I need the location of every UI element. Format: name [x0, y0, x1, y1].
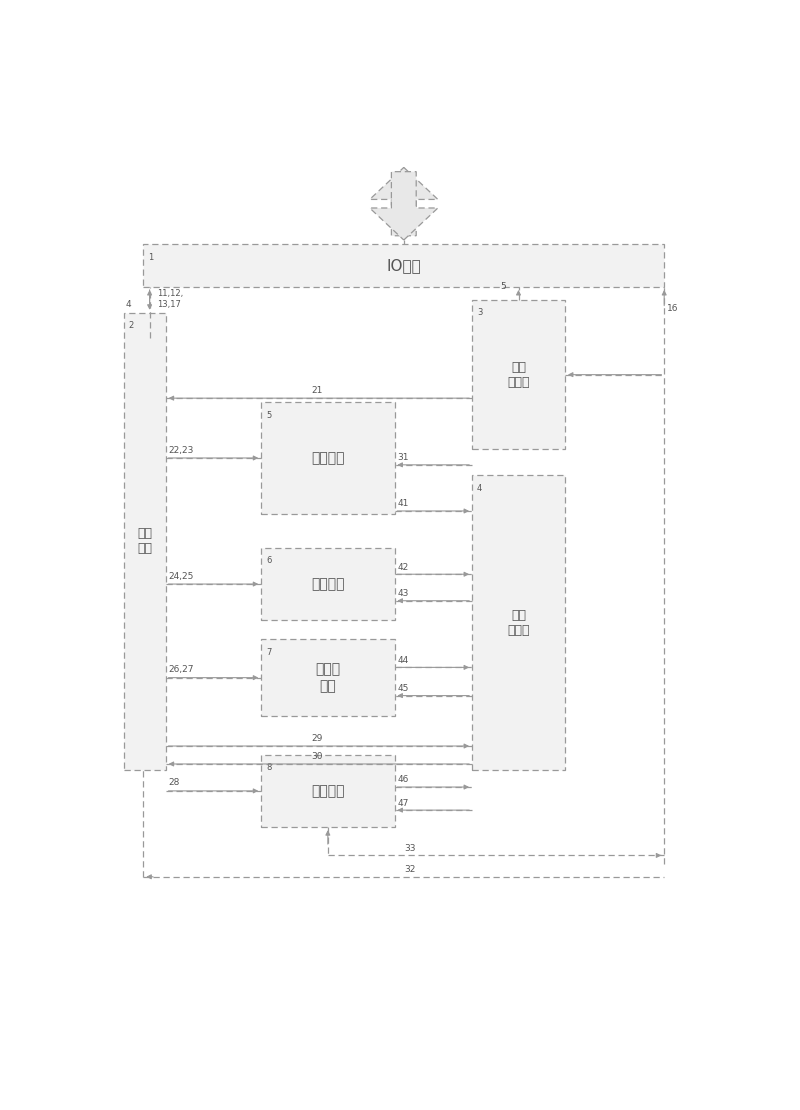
- Text: 控制
单元: 控制 单元: [137, 527, 152, 555]
- Text: 5: 5: [266, 411, 271, 420]
- Text: 5: 5: [500, 282, 506, 291]
- Text: 亣代
寄存器: 亣代 寄存器: [507, 361, 530, 388]
- Text: 31: 31: [398, 453, 409, 462]
- Text: 11,12,
13,17: 11,12, 13,17: [157, 290, 183, 309]
- Text: 变异操作: 变异操作: [311, 577, 345, 591]
- Text: 41: 41: [398, 500, 409, 508]
- Polygon shape: [370, 168, 438, 235]
- Text: 子代
寄存器: 子代 寄存器: [507, 608, 530, 636]
- Text: 适应度
计算: 适应度 计算: [315, 663, 341, 693]
- Text: 选择操作: 选择操作: [311, 784, 345, 798]
- FancyBboxPatch shape: [262, 547, 394, 620]
- Text: 45: 45: [398, 684, 409, 693]
- FancyBboxPatch shape: [143, 244, 664, 287]
- Text: IO单元: IO单元: [386, 259, 421, 273]
- Text: 32: 32: [404, 865, 416, 875]
- Text: 21: 21: [311, 386, 322, 395]
- Text: 6: 6: [266, 556, 271, 565]
- FancyBboxPatch shape: [123, 313, 166, 770]
- Polygon shape: [370, 172, 438, 240]
- Text: 4: 4: [477, 484, 482, 493]
- Text: 3: 3: [477, 309, 482, 317]
- Text: 46: 46: [398, 776, 409, 785]
- FancyBboxPatch shape: [472, 300, 565, 450]
- FancyBboxPatch shape: [472, 475, 565, 770]
- Text: 7: 7: [266, 648, 271, 657]
- FancyBboxPatch shape: [262, 639, 394, 716]
- Text: 47: 47: [398, 798, 409, 808]
- Text: 43: 43: [398, 589, 409, 598]
- Text: 44: 44: [398, 656, 409, 665]
- Text: 交叉操作: 交叉操作: [311, 451, 345, 465]
- Text: 4: 4: [126, 300, 132, 309]
- FancyBboxPatch shape: [262, 403, 394, 514]
- Text: 16: 16: [667, 304, 679, 313]
- Text: 33: 33: [404, 844, 416, 852]
- Text: 26,27: 26,27: [169, 665, 194, 674]
- Text: 8: 8: [266, 763, 271, 773]
- Text: 24,25: 24,25: [169, 572, 194, 581]
- Text: 22,23: 22,23: [169, 445, 194, 455]
- Text: 1: 1: [148, 253, 154, 262]
- Text: 30: 30: [311, 753, 322, 761]
- Text: 29: 29: [311, 735, 322, 744]
- FancyBboxPatch shape: [262, 755, 394, 827]
- Text: 28: 28: [169, 778, 180, 787]
- Text: 42: 42: [398, 563, 409, 572]
- Text: 2: 2: [129, 321, 134, 331]
